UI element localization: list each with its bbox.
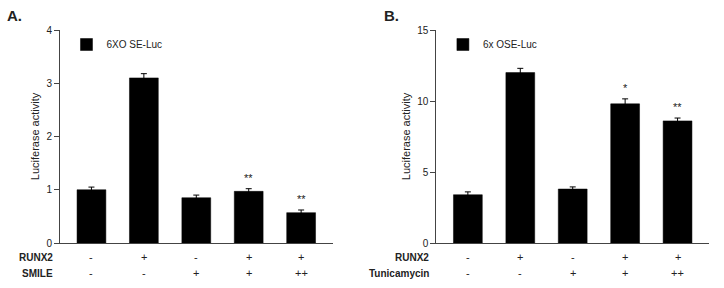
svg-text:B.: B. [384, 7, 399, 24]
svg-text:+: + [246, 251, 252, 263]
svg-text:RUNX2: RUNX2 [19, 252, 53, 263]
svg-text:-: - [89, 251, 93, 263]
svg-text:++: ++ [671, 267, 684, 279]
svg-text:+: + [193, 267, 199, 279]
svg-text:2: 2 [46, 131, 52, 142]
svg-text:**: ** [673, 101, 682, 113]
svg-text:+: + [622, 251, 628, 263]
svg-text:6XO SE-Luc: 6XO SE-Luc [106, 39, 162, 50]
svg-text:-: - [142, 267, 146, 279]
svg-text:*: * [623, 82, 628, 94]
svg-text:RUNX2: RUNX2 [395, 252, 429, 263]
svg-text:+: + [141, 251, 147, 263]
svg-text:3: 3 [46, 78, 52, 89]
svg-text:+: + [570, 267, 576, 279]
svg-text:SMILE: SMILE [22, 268, 53, 279]
svg-text:-: - [89, 267, 93, 279]
svg-text:**: ** [244, 172, 253, 184]
svg-text:**: ** [297, 193, 306, 205]
svg-text:+: + [622, 267, 628, 279]
svg-text:-: - [466, 267, 470, 279]
svg-text:0: 0 [46, 238, 52, 249]
svg-text:+: + [517, 251, 523, 263]
svg-text:Luciferase activity: Luciferase activity [29, 92, 41, 180]
svg-text:0: 0 [423, 238, 429, 249]
svg-text:-: - [466, 251, 470, 263]
svg-text:Tunicamycin: Tunicamycin [369, 268, 429, 279]
svg-text:1: 1 [46, 184, 52, 195]
svg-text:10: 10 [417, 96, 429, 107]
svg-text:-: - [518, 267, 522, 279]
svg-text:-: - [194, 251, 198, 263]
svg-text:++: ++ [295, 267, 308, 279]
svg-text:+: + [246, 267, 252, 279]
svg-text:Luciferase activity: Luciferase activity [400, 92, 412, 180]
svg-text:5: 5 [423, 167, 429, 178]
svg-text:15: 15 [417, 25, 429, 36]
svg-text:6x OSE-Luc: 6x OSE-Luc [483, 39, 537, 50]
svg-text:+: + [675, 251, 681, 263]
svg-text:A.: A. [7, 7, 22, 24]
svg-text:-: - [571, 251, 575, 263]
svg-text:+: + [298, 251, 304, 263]
svg-text:4: 4 [46, 25, 52, 36]
